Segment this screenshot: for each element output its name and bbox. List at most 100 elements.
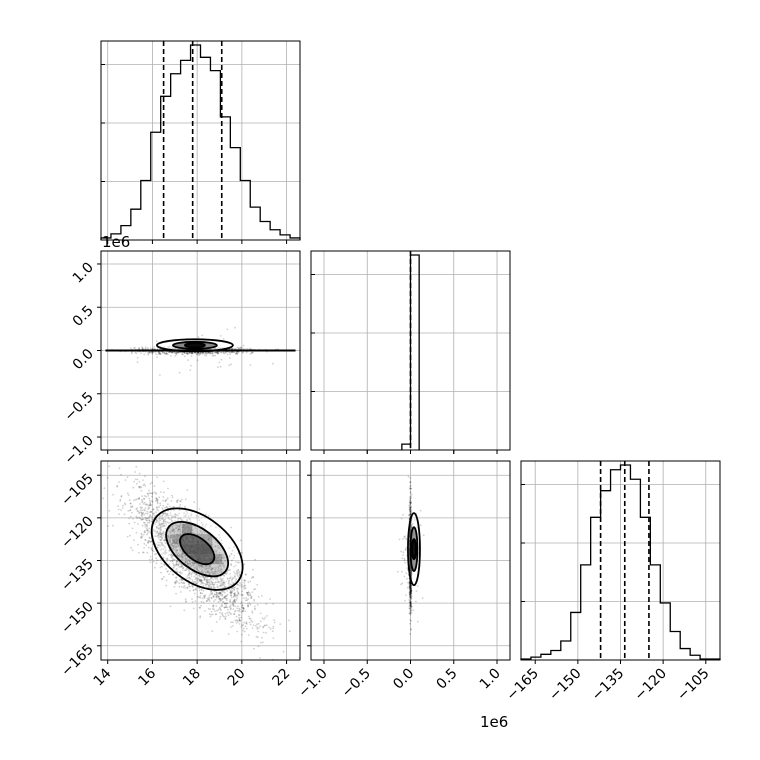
sample-point: [226, 571, 229, 574]
sample-point: [172, 562, 175, 565]
sample-point: [218, 571, 221, 574]
sample-point: [242, 344, 245, 347]
sample-point: [217, 596, 220, 598]
sample-point: [232, 608, 235, 610]
sample-point: [148, 519, 151, 522]
sample-point: [241, 594, 244, 597]
sample-point: [126, 492, 129, 495]
sample-point: [220, 560, 223, 563]
sample-point: [140, 486, 143, 489]
sample-point: [172, 351, 175, 353]
sample-point: [178, 525, 181, 527]
sample-point: [173, 540, 176, 543]
sample-point: [170, 534, 173, 537]
sample-point: [198, 587, 201, 590]
sample-point: [166, 512, 169, 515]
sample-point: [176, 351, 179, 354]
sample-point: [230, 363, 233, 366]
sample-point: [256, 623, 258, 626]
sample-point: [226, 589, 228, 592]
sample-point: [231, 590, 234, 592]
sample-point: [200, 581, 203, 583]
sample-point: [170, 556, 173, 559]
sample-point: [214, 593, 216, 596]
sample-point: [198, 596, 201, 599]
sample-point: [228, 547, 231, 549]
sample-point: [210, 597, 213, 600]
sample-point: [241, 624, 243, 627]
sample-point: [140, 533, 143, 536]
sample-point: [190, 528, 193, 530]
sample-point: [184, 600, 187, 603]
sample-point: [233, 592, 236, 595]
sample-point: [184, 352, 186, 354]
sample-point: [242, 629, 245, 632]
sample-point: [144, 518, 147, 521]
sample-point: [120, 495, 123, 498]
sample-point: [230, 621, 233, 623]
sample-point: [215, 605, 218, 607]
sample-point: [209, 566, 212, 569]
sample-point: [197, 515, 200, 518]
sample-point: [217, 580, 220, 583]
sample-point: [211, 592, 214, 594]
sample-point: [144, 516, 147, 519]
sample-point: [233, 581, 235, 584]
sample-point: [190, 565, 193, 567]
sample-point: [172, 545, 175, 548]
sample-point: [220, 542, 223, 545]
sample-point: [416, 585, 419, 587]
sample-point: [220, 351, 223, 354]
sample-point: [199, 578, 202, 581]
sample-point: [160, 538, 162, 541]
sample-point: [179, 548, 181, 550]
sample-point: [143, 497, 145, 500]
sample-point: [207, 564, 210, 567]
sample-point: [206, 352, 209, 355]
sample-point: [200, 565, 203, 568]
sample-point: [224, 586, 226, 588]
sample-point: [173, 352, 176, 354]
sample-point: [130, 515, 132, 518]
sample-point: [230, 526, 233, 529]
sample-point: [199, 575, 202, 578]
sample-point: [187, 353, 190, 355]
sample-point: [179, 534, 182, 537]
sample-point: [218, 551, 221, 554]
sample-point: [141, 506, 143, 509]
sample-point: [171, 534, 174, 537]
sample-point: [131, 527, 134, 530]
sample-point: [165, 505, 168, 508]
sample-point: [223, 615, 225, 618]
sample-point: [238, 619, 241, 621]
sample-point: [230, 553, 233, 555]
sample-point: [174, 515, 177, 517]
sample-point: [174, 564, 177, 566]
sample-point: [159, 526, 162, 529]
sample-point: [172, 573, 174, 576]
sample-point: [180, 530, 182, 532]
sample-point: [166, 506, 168, 509]
sample-point: [197, 352, 200, 354]
sample-point: [235, 615, 238, 618]
sample-point: [177, 544, 180, 547]
sample-point: [182, 528, 184, 531]
sample-point: [222, 555, 225, 558]
sample-point: [158, 518, 161, 520]
sample-point: [229, 601, 232, 603]
sample-point: [188, 526, 190, 529]
sample-point: [133, 539, 135, 542]
sample-point: [239, 539, 242, 542]
sample-point: [160, 524, 163, 527]
sample-point: [217, 601, 220, 603]
sample-point: [410, 495, 412, 498]
sample-point: [214, 558, 217, 561]
sample-point: [244, 610, 247, 613]
sample-point: [165, 352, 168, 355]
sample-point: [229, 600, 231, 603]
sample-point: [135, 517, 138, 519]
sample-point: [256, 628, 259, 630]
sample-point: [193, 501, 196, 504]
sample-point: [247, 591, 250, 594]
sample-point: [165, 584, 168, 587]
